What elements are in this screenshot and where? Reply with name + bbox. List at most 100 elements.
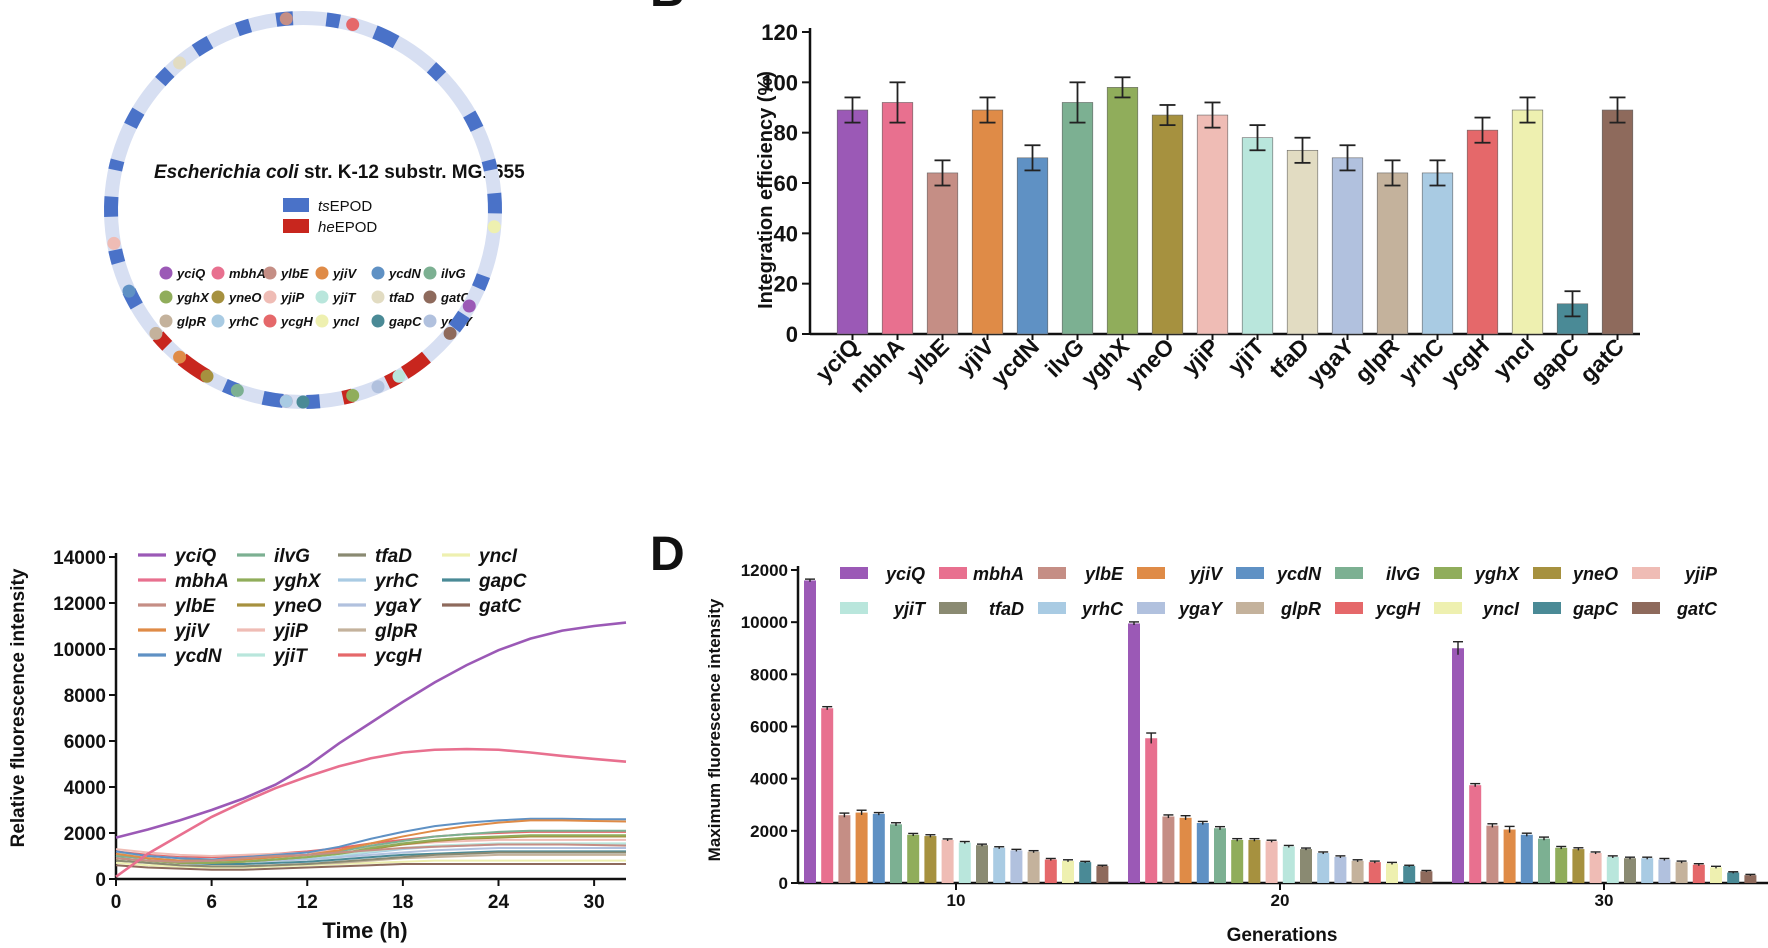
max-y-tick-label: 12000 [741, 561, 788, 580]
gene-key-label: yncI [332, 314, 359, 329]
genome-marker-gatC [443, 326, 457, 340]
max-legend-swatch-gapC [1533, 602, 1561, 614]
genome-marker-yncI [487, 220, 501, 234]
max-bar-tfaD [1300, 849, 1312, 883]
gene-key-label: gatC [440, 290, 471, 305]
max-legend-swatch-glpR [1236, 602, 1264, 614]
max-legend-swatch-yciQ [840, 567, 868, 579]
max-bar-ycdN [1196, 823, 1209, 883]
gene-key-dot-yrhC [211, 314, 225, 328]
max-legend-swatch-yghX [1434, 567, 1462, 579]
time-y-tick-label: 12000 [53, 594, 106, 615]
genome-marker-gapC [296, 395, 310, 409]
max-bar-ygaY [1334, 856, 1347, 883]
eff-y-tick-label: 100 [761, 70, 798, 95]
eff-y-tick-label: 120 [761, 20, 798, 45]
max-legend-label: tfaD [989, 599, 1024, 619]
gene-key-dot-mbhA [211, 266, 225, 280]
max-bar-ylbE [838, 815, 851, 883]
gene-key-label: gapC [388, 314, 422, 329]
time-legend-label: yciQ [174, 546, 216, 567]
he-epod-segment [400, 351, 431, 379]
max-legend-label: yjiV [1189, 564, 1224, 584]
max-bar-ilvG [890, 824, 902, 883]
gene-key-label: ycgH [280, 314, 313, 329]
eff-bar-ilvG [1061, 102, 1094, 335]
time-y-tick-label: 10000 [53, 640, 106, 661]
eff-bar-ycgH [1466, 129, 1499, 335]
max-legend-label: ycdN [1276, 564, 1322, 584]
time-x-tick-label: 18 [392, 892, 413, 913]
max-bar-yciQ [1452, 648, 1464, 883]
genome-marker-yciQ [462, 299, 476, 313]
max-bar-yjiP [1265, 841, 1278, 883]
max-legend-label: yncI [1482, 599, 1520, 619]
gene-key-dot-ycdN [371, 266, 385, 280]
time-legend-label: yncI [478, 546, 518, 567]
genome-marker-yjiT [392, 369, 406, 383]
max-bar-yjiP [1589, 853, 1602, 883]
ts-epod-segment [487, 192, 502, 214]
max-bar-gapC [1079, 862, 1092, 883]
max-x-tick-label: 10 [947, 891, 966, 910]
time-y-tick-label: 0 [95, 870, 106, 891]
max-legend-label: yrhC [1081, 599, 1124, 619]
max-legend-label: glpR [1280, 599, 1321, 619]
genome-marker-yghX [346, 388, 360, 402]
max-bar-yneO [1572, 849, 1585, 883]
max-bar-ycgH [1368, 862, 1381, 883]
time-legend-label: yghX [273, 571, 322, 592]
gene-key-dot-yneO [211, 290, 225, 304]
max-bar-ygaY [1010, 850, 1023, 883]
time-line-yjiP [115, 838, 626, 858]
time-line-yghX [115, 834, 626, 864]
time-line-yncI [115, 859, 626, 869]
eff-bar-yncI [1511, 109, 1544, 335]
max-legend-swatch-mbhA [939, 567, 967, 579]
max-bar-ylbE [1486, 825, 1499, 883]
gene-key-label: glpR [176, 314, 206, 329]
ts-epod-segment [155, 66, 175, 87]
max-bar-ilvG [1214, 828, 1226, 883]
genome-marker-ycgH [346, 18, 360, 32]
max-legend-label: yneO [1572, 564, 1618, 584]
time-legend-label: ycgH [374, 646, 423, 667]
max-bar-yjiT [1606, 856, 1619, 883]
genome-marker-ilvG [230, 383, 244, 397]
max-bar-mbhA [821, 708, 834, 883]
time-y-tick-label: 14000 [53, 548, 106, 569]
gene-key: yciQ mbhA ylbE yjiV ycdN ilvG yghX yneO yjiP yjiT… [159, 266, 473, 329]
max-legend-swatch-gatC [1632, 602, 1660, 614]
max-legend-swatch-ylbE [1038, 567, 1066, 579]
gene-key-label: yrhC [228, 314, 259, 329]
max-legend-label: yciQ [885, 564, 925, 584]
eff-bar-yjiP [1196, 114, 1229, 335]
gene-key-dot-yjiP [263, 290, 277, 304]
gene-key-dot-yjiV [315, 266, 329, 280]
time-x-tick-label: 24 [488, 892, 510, 913]
max-legend-label: gatC [1676, 599, 1718, 619]
max-y-tick-label: 8000 [750, 665, 788, 684]
max-bar-yghX [1555, 847, 1568, 883]
max-y-tick-label: 0 [779, 874, 788, 893]
eff-y-tick-label: 0 [786, 322, 798, 347]
eff-x-tick-label: yjiT [1223, 333, 1269, 379]
ts-epod-segment [463, 110, 484, 132]
genome-marker-ycdN [122, 284, 136, 298]
gene-key-label: yjiP [280, 290, 304, 305]
gene-key-dot-tfaD [371, 290, 385, 304]
max-bar-yjiT [1282, 846, 1295, 883]
max-legend-swatch-ygaY [1137, 602, 1165, 614]
max-bar-yjiP [941, 839, 954, 883]
max-bar-mbhA [1469, 785, 1482, 883]
max-legend-swatch-yneO [1533, 567, 1561, 579]
time-line-gatC [115, 863, 626, 871]
gene-key-label: mbhA [229, 266, 266, 281]
max-y-tick-label: 2000 [750, 822, 788, 841]
time-legend-label: gapC [478, 571, 527, 592]
eff-y-tick-label: 80 [774, 121, 798, 146]
max-bar-mbhA [1145, 738, 1158, 883]
max-bar-yrhC [1641, 858, 1654, 883]
genome-marker-ylbE [279, 12, 293, 26]
max-legend-swatch-tfaD [939, 602, 967, 614]
